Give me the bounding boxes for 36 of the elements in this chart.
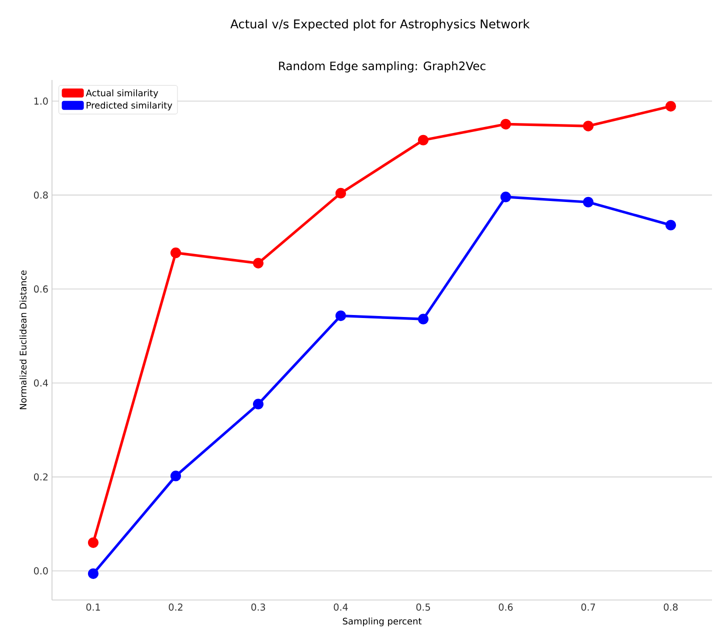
point (418, 134, 429, 146)
point (335, 310, 346, 322)
x-tick-label: 0.4 (334, 604, 348, 611)
y-tick-label: 1.0 (34, 98, 48, 105)
x-tick-label: 0.7 (581, 604, 595, 611)
point (665, 100, 676, 112)
legend-label: Predicted similarity (86, 102, 172, 110)
x-tick-label: 0.5 (416, 604, 430, 611)
x-tick-label: 0.2 (168, 604, 182, 611)
y-tick-label: 0.8 (34, 191, 48, 199)
point (88, 568, 99, 579)
point (665, 220, 676, 230)
point (170, 248, 182, 258)
point (170, 470, 182, 482)
x-tick-label: 0.6 (498, 604, 513, 611)
legend-label: Actual similarity (86, 89, 158, 98)
x-axis-title: Sampling percent (342, 618, 422, 626)
x-tick-label: 0.1 (86, 604, 100, 611)
y-tick-label: 0.4 (34, 379, 48, 387)
point (582, 196, 594, 208)
point (500, 192, 512, 202)
point (335, 188, 346, 198)
point (500, 118, 512, 130)
point (88, 537, 99, 548)
chart-title: Random Edge sampling: Graph2Vec (279, 61, 486, 72)
y-tick-label: 0.6 (34, 285, 48, 293)
point (252, 398, 264, 410)
y-axis-title: Normalized Euclidean Distance (20, 270, 26, 410)
point (252, 258, 264, 268)
y-tick-label: 0.0 (34, 567, 48, 574)
point (418, 314, 429, 324)
x-tick-label: 0.8 (664, 604, 678, 611)
y-tick-label: 0.2 (34, 473, 48, 481)
x-tick-label: 0.3 (251, 604, 266, 611)
point (582, 120, 594, 132)
chart-subtitle: Actual v/s Expected plot for Astrophysics Network (230, 19, 530, 31)
